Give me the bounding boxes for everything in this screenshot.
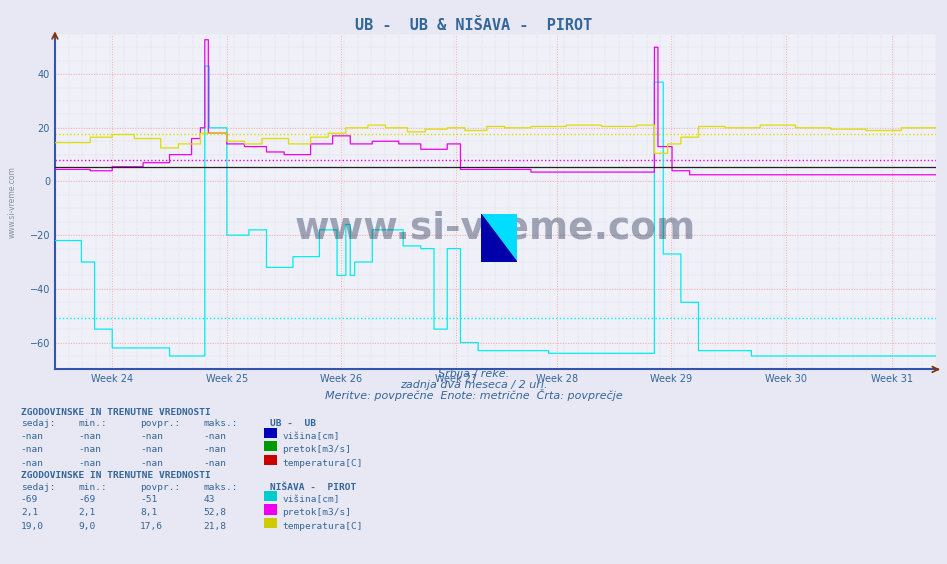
Text: povpr.:: povpr.:: [140, 420, 181, 429]
Text: povpr.:: povpr.:: [140, 483, 181, 492]
Text: -nan: -nan: [79, 459, 101, 468]
Text: 43: 43: [204, 495, 215, 504]
Text: ZGODOVINSKE IN TRENUTNE VREDNOSTI: ZGODOVINSKE IN TRENUTNE VREDNOSTI: [21, 408, 210, 417]
Text: pretok[m3/s]: pretok[m3/s]: [282, 446, 351, 455]
Text: Meritve: povprečne  Enote: metrične  Črta: povprečje: Meritve: povprečne Enote: metrične Črta:…: [325, 389, 622, 402]
Text: Srbija / reke.: Srbija / reke.: [438, 369, 509, 379]
Text: -69: -69: [21, 495, 38, 504]
Text: -nan: -nan: [79, 432, 101, 441]
Text: maks.:: maks.:: [204, 483, 238, 492]
Text: temperatura[C]: temperatura[C]: [282, 522, 363, 531]
Bar: [481, 238, 517, 262]
Text: 19,0: 19,0: [21, 522, 44, 531]
Polygon shape: [481, 214, 517, 262]
Text: 2,1: 2,1: [21, 509, 38, 518]
Text: 52,8: 52,8: [204, 509, 226, 518]
Text: 21,8: 21,8: [204, 522, 226, 531]
Text: višina[cm]: višina[cm]: [282, 495, 340, 504]
Text: -nan: -nan: [21, 446, 44, 455]
Text: sedaj:: sedaj:: [21, 420, 55, 429]
Text: min.:: min.:: [79, 420, 107, 429]
Text: zadnja dva meseca / 2 uri.: zadnja dva meseca / 2 uri.: [400, 380, 547, 390]
Text: -nan: -nan: [204, 432, 226, 441]
Text: -nan: -nan: [204, 446, 226, 455]
Text: temperatura[C]: temperatura[C]: [282, 459, 363, 468]
Text: UB -  UB & NIŠAVA -  PIROT: UB - UB & NIŠAVA - PIROT: [355, 18, 592, 33]
Text: sedaj:: sedaj:: [21, 483, 55, 492]
Text: 9,0: 9,0: [79, 522, 96, 531]
Text: ZGODOVINSKE IN TRENUTNE VREDNOSTI: ZGODOVINSKE IN TRENUTNE VREDNOSTI: [21, 471, 210, 480]
Text: 17,6: 17,6: [140, 522, 163, 531]
Text: www.si-vreme.com: www.si-vreme.com: [295, 210, 696, 246]
Text: -nan: -nan: [140, 459, 163, 468]
Text: -nan: -nan: [204, 459, 226, 468]
Text: NIŠAVA -  PIROT: NIŠAVA - PIROT: [270, 483, 356, 492]
Text: -nan: -nan: [79, 446, 101, 455]
Text: UB -  UB: UB - UB: [270, 420, 316, 429]
Text: 2,1: 2,1: [79, 509, 96, 518]
Polygon shape: [481, 214, 517, 262]
Text: -nan: -nan: [21, 459, 44, 468]
Bar: [499, 214, 517, 238]
Bar: [481, 214, 499, 238]
Text: -51: -51: [140, 495, 157, 504]
Text: 8,1: 8,1: [140, 509, 157, 518]
Text: pretok[m3/s]: pretok[m3/s]: [282, 509, 351, 518]
Text: -nan: -nan: [21, 432, 44, 441]
Text: min.:: min.:: [79, 483, 107, 492]
Text: maks.:: maks.:: [204, 420, 238, 429]
Text: -nan: -nan: [140, 432, 163, 441]
Text: višina[cm]: višina[cm]: [282, 432, 340, 441]
Text: www.si-vreme.com: www.si-vreme.com: [9, 166, 17, 237]
Text: -nan: -nan: [140, 446, 163, 455]
Text: -69: -69: [79, 495, 96, 504]
